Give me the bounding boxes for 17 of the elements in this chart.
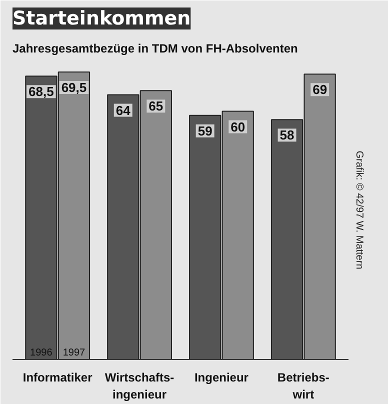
chart-subtitle: Jahresgesamtbezüge in TDM von FH-Absolventen: [12, 42, 298, 56]
chart-title: Starteinkommen: [12, 8, 191, 30]
data-label: 58: [280, 128, 294, 143]
data-label: 59: [198, 123, 212, 138]
series-label: 1997: [62, 348, 86, 358]
x-tick-label: Betriebs- wirt: [277, 370, 330, 402]
series-label: 1996: [30, 348, 53, 358]
data-label: 69: [312, 82, 328, 98]
data-label: 68,5: [28, 84, 54, 100]
text: Grafik: © 42/97 W. Mattern: [354, 150, 364, 270]
data-label: 69,5: [61, 80, 87, 95]
data-label: 65: [148, 98, 164, 114]
data-label: 64: [116, 102, 132, 118]
x-tick-label: Wirtschafts- ingenieur: [104, 370, 174, 402]
data-label: 60: [230, 119, 246, 134]
x-tick-label: Ingenieur: [194, 370, 249, 384]
x-tick-label: Informatiker: [22, 370, 93, 384]
